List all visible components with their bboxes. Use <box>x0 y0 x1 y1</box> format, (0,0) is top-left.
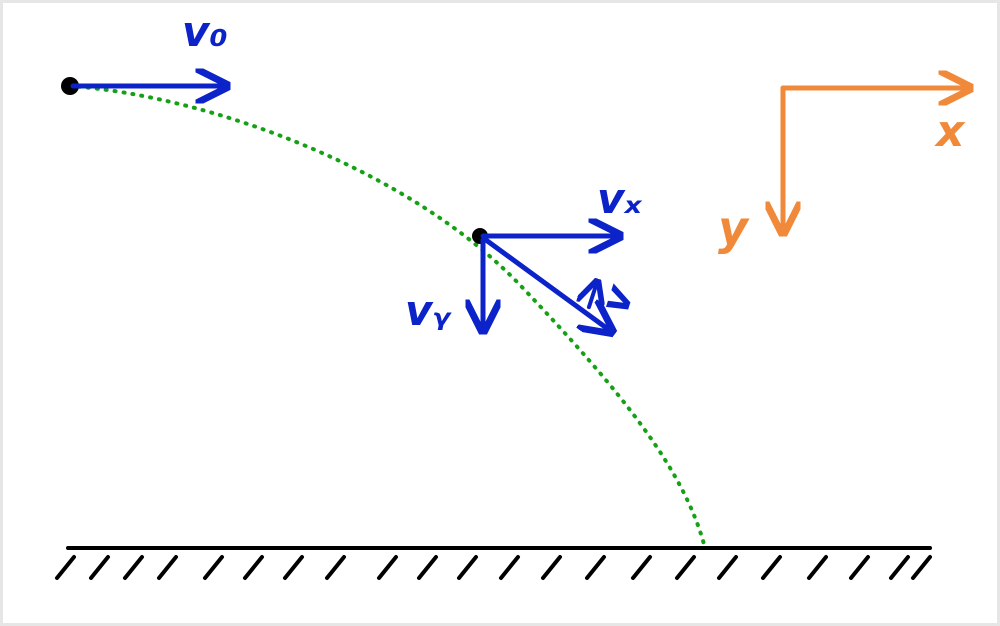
hatch-22 <box>911 555 932 580</box>
hatch-7 <box>283 555 304 580</box>
velocity-x-label: vₓ <box>597 174 642 223</box>
ground <box>55 546 932 580</box>
hatch-21 <box>889 555 910 580</box>
velocity-arrow <box>483 237 612 332</box>
hatch-19 <box>807 555 828 580</box>
hatch-11 <box>457 555 478 580</box>
hatch-5 <box>203 555 224 580</box>
hatch-8 <box>325 555 346 580</box>
velocity-label: v <box>592 278 644 319</box>
hatch-16 <box>675 555 696 580</box>
axis-x-label: x <box>934 106 966 157</box>
velocity-vector-overarrow <box>589 281 597 307</box>
hatch-2 <box>89 555 110 580</box>
hatch-15 <box>631 555 652 580</box>
hatch-3 <box>123 555 144 580</box>
hatch-10 <box>417 555 438 580</box>
hatch-4 <box>157 555 178 580</box>
hatch-12 <box>499 555 520 580</box>
hatch-9 <box>377 555 398 580</box>
trajectory-path <box>68 84 707 550</box>
initial-velocity-label: v₀ <box>182 7 228 56</box>
hatch-14 <box>585 555 606 580</box>
hatch-20 <box>849 555 870 580</box>
ground-hatching <box>55 555 932 580</box>
hatch-6 <box>243 555 264 580</box>
velocity-label-group: v <box>589 278 644 319</box>
hatch-13 <box>541 555 562 580</box>
hatch-17 <box>717 555 738 580</box>
velocity-y-label: vᵧ <box>405 286 452 335</box>
hatch-18 <box>761 555 782 580</box>
axis-y-label: y <box>718 201 750 255</box>
hatch-1 <box>55 555 76 580</box>
initial-point <box>61 77 79 95</box>
